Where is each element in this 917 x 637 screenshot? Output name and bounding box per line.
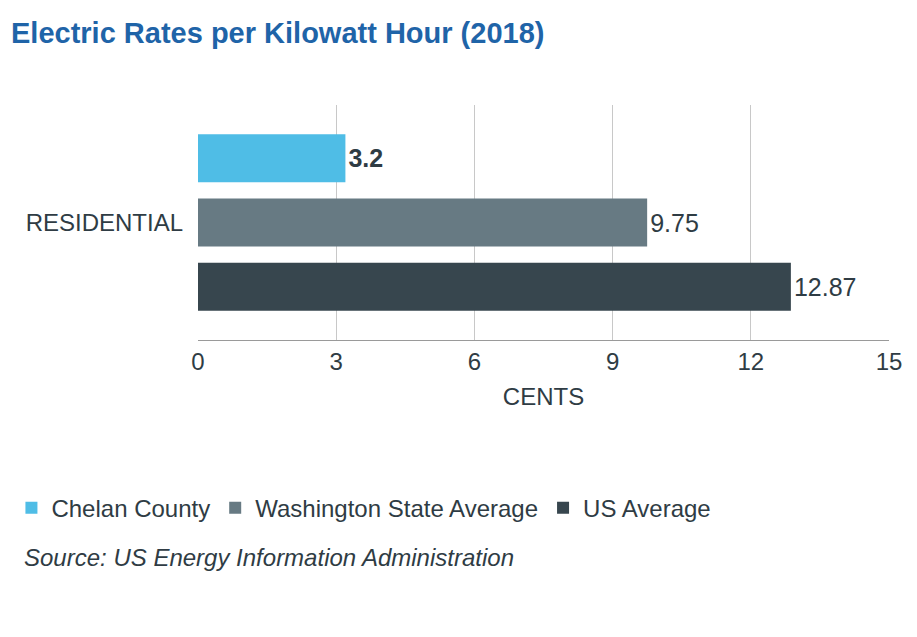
svg-text:3.2: 3.2 xyxy=(348,144,383,172)
svg-text:12: 12 xyxy=(737,348,764,375)
svg-text:Source: US Energy Information: Source: US Energy Information Administra… xyxy=(24,544,514,571)
svg-text:3: 3 xyxy=(330,348,343,375)
svg-text:Electric Rates per Kilowatt Ho: Electric Rates per Kilowatt Hour (2018) xyxy=(11,17,544,49)
svg-text:12.87: 12.87 xyxy=(794,273,857,301)
svg-text:Chelan County: Chelan County xyxy=(51,495,210,522)
svg-text:9.75: 9.75 xyxy=(650,209,699,237)
svg-text:RESIDENTIAL: RESIDENTIAL xyxy=(26,209,183,236)
svg-text:9: 9 xyxy=(606,348,619,375)
svg-text:15: 15 xyxy=(876,348,903,375)
svg-text:0: 0 xyxy=(191,348,204,375)
svg-text:6: 6 xyxy=(468,348,481,375)
svg-text:US Average: US Average xyxy=(583,495,711,522)
svg-text:Washington State Average: Washington State Average xyxy=(255,495,538,522)
svg-text:CENTS: CENTS xyxy=(503,383,584,410)
